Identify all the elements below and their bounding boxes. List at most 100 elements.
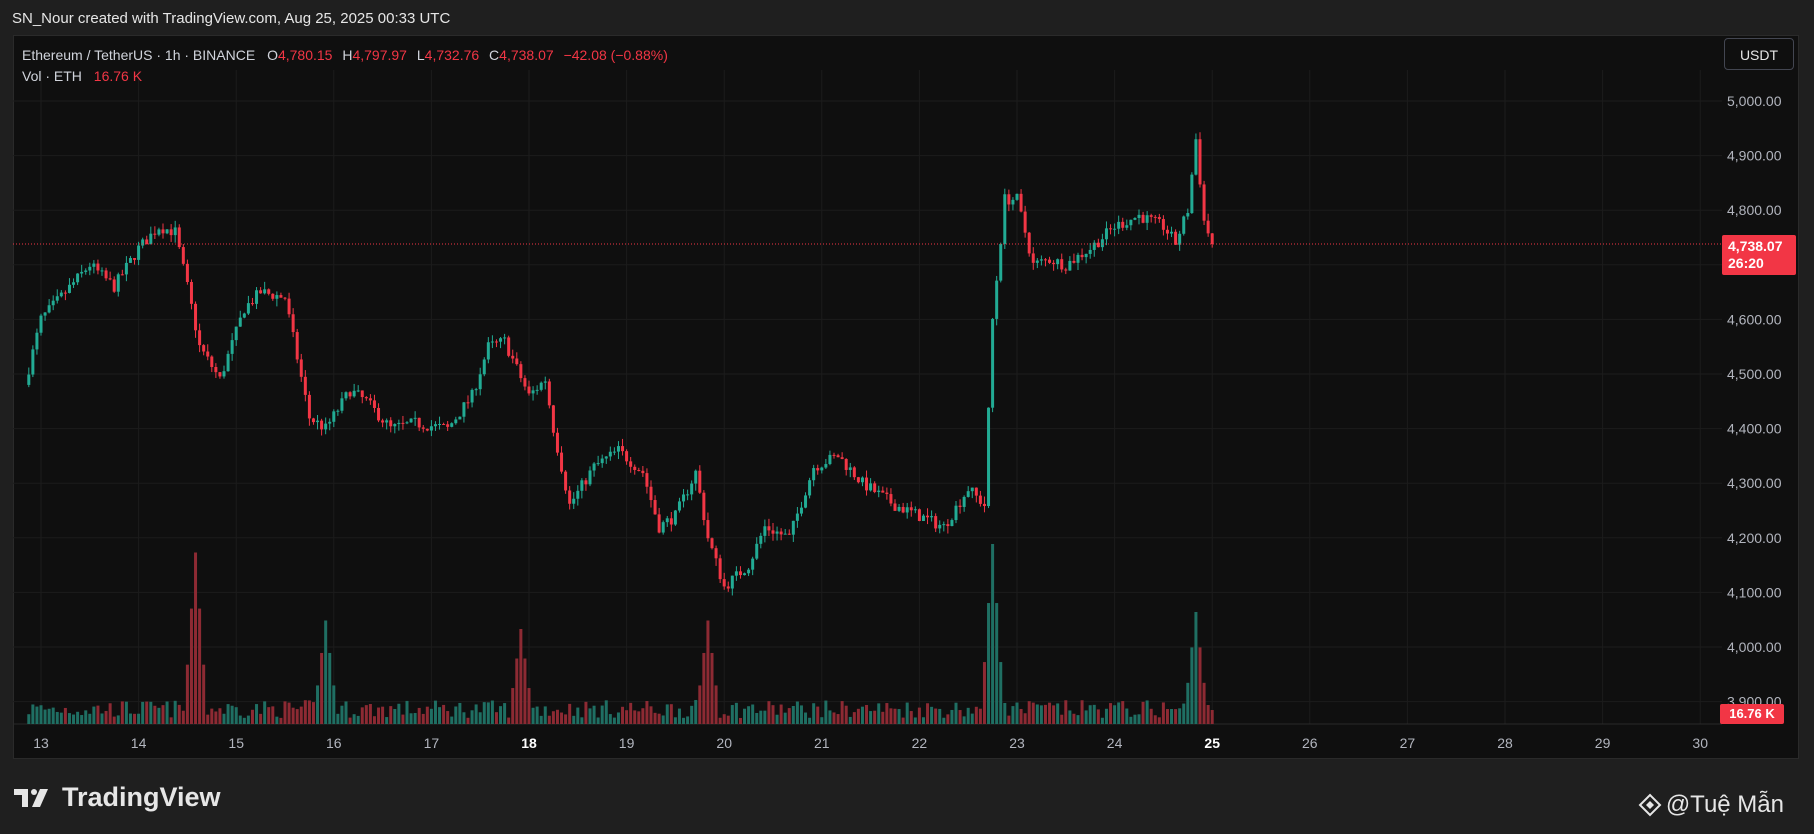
candle-body — [1080, 254, 1084, 258]
candle-body — [645, 473, 649, 487]
candle-body — [775, 531, 779, 534]
volume-bar — [169, 717, 173, 724]
currency-button[interactable]: USDT — [1724, 38, 1794, 70]
volume-bar — [27, 714, 31, 724]
candle-body — [572, 498, 576, 504]
candle-body — [637, 469, 641, 471]
candle-body — [1117, 221, 1121, 229]
candles — [27, 132, 1214, 596]
volume-bar — [885, 703, 889, 724]
candle-body — [657, 514, 661, 533]
candle-body — [466, 402, 470, 404]
volume-bar — [397, 703, 401, 724]
candle-body — [303, 376, 307, 395]
volume-bar — [1064, 700, 1068, 724]
volume-bar — [926, 703, 930, 724]
volume-label[interactable]: Vol · ETH — [22, 68, 82, 84]
candle-body — [1125, 225, 1129, 228]
volume-bar — [1206, 705, 1210, 724]
volume-bar — [234, 707, 238, 724]
candle-body — [348, 392, 352, 397]
volume-bar — [629, 702, 633, 724]
volume-bar — [596, 717, 600, 724]
candle-body — [433, 424, 437, 427]
candle-body — [641, 470, 645, 474]
candle-body — [185, 263, 189, 282]
candle-body — [738, 571, 742, 576]
x-tick-label: 17 — [424, 735, 440, 751]
volume-bar — [181, 710, 185, 724]
candle-body — [173, 227, 177, 236]
candle-body — [885, 492, 889, 495]
volume-bar — [1043, 704, 1047, 724]
volume-bar — [429, 708, 433, 724]
volume-bar — [39, 705, 43, 724]
candle-body — [141, 239, 145, 246]
candle-body — [633, 466, 637, 470]
grid-lines — [13, 70, 1722, 724]
volume-bar — [661, 715, 665, 724]
symbol-name[interactable]: Ethereum / TetherUS · 1h · BINANCE — [22, 47, 256, 63]
tradingview-brand[interactable]: TradingView — [14, 782, 221, 813]
high-value: 4,797.97 — [352, 47, 407, 63]
candle-body — [629, 461, 633, 467]
candle-body — [271, 293, 275, 299]
volume-bar — [389, 706, 393, 724]
volume-bar — [279, 717, 283, 724]
candle-body — [698, 470, 702, 493]
candle-body — [966, 491, 970, 497]
x-tick-label: 19 — [619, 735, 635, 751]
y-tick-label: 4,500.00 — [1727, 366, 1782, 382]
candle-body — [474, 389, 478, 391]
volume-row: Vol · ETH 16.76 K — [22, 66, 668, 87]
candle-body — [930, 516, 934, 518]
candle-body — [503, 337, 507, 339]
candle-body — [568, 490, 572, 504]
candle-body — [539, 382, 543, 390]
volume-bar — [856, 708, 860, 724]
volume-bar — [328, 652, 332, 724]
candle-body — [352, 390, 356, 397]
candle-body — [759, 535, 763, 544]
volume-bar — [560, 712, 564, 724]
candle-body — [307, 394, 311, 419]
y-tick-label: 4,400.00 — [1727, 421, 1782, 437]
volume-bar — [612, 717, 616, 724]
candle-body — [771, 530, 775, 534]
candle-body — [710, 538, 714, 549]
candle-body — [55, 296, 59, 301]
volume-bar — [718, 717, 722, 724]
candle-body — [625, 451, 629, 462]
candle-body — [531, 390, 535, 394]
candle-body — [364, 397, 368, 399]
candle-body — [157, 229, 161, 235]
candle-body — [653, 500, 657, 515]
volume-bar — [1186, 682, 1190, 724]
candle-body — [848, 467, 852, 470]
candle-body — [621, 446, 625, 452]
volume-bar — [80, 715, 84, 724]
candle-body — [478, 374, 482, 390]
candle-body — [1072, 260, 1076, 263]
candle-body — [824, 464, 828, 468]
candle-body — [242, 313, 246, 318]
candle-body — [1186, 213, 1190, 217]
volume-bar — [751, 704, 755, 724]
candle-body — [527, 386, 531, 394]
volume-bar — [401, 714, 405, 724]
candle-body — [1174, 231, 1178, 245]
volume-bar — [954, 702, 958, 724]
volume-bar — [474, 704, 478, 724]
price-axis: 3,900.004,000.004,100.004,200.004,300.00… — [1727, 93, 1782, 710]
candle-body — [84, 270, 88, 272]
volume-bar — [494, 712, 498, 724]
candle-body — [417, 417, 421, 428]
candle-body — [238, 317, 242, 327]
volume-bar — [344, 701, 348, 724]
candle-body — [555, 432, 559, 453]
candle-body — [958, 505, 962, 507]
volume-bar — [332, 685, 336, 724]
candle-body — [869, 483, 873, 491]
volume-bar — [1031, 702, 1035, 724]
